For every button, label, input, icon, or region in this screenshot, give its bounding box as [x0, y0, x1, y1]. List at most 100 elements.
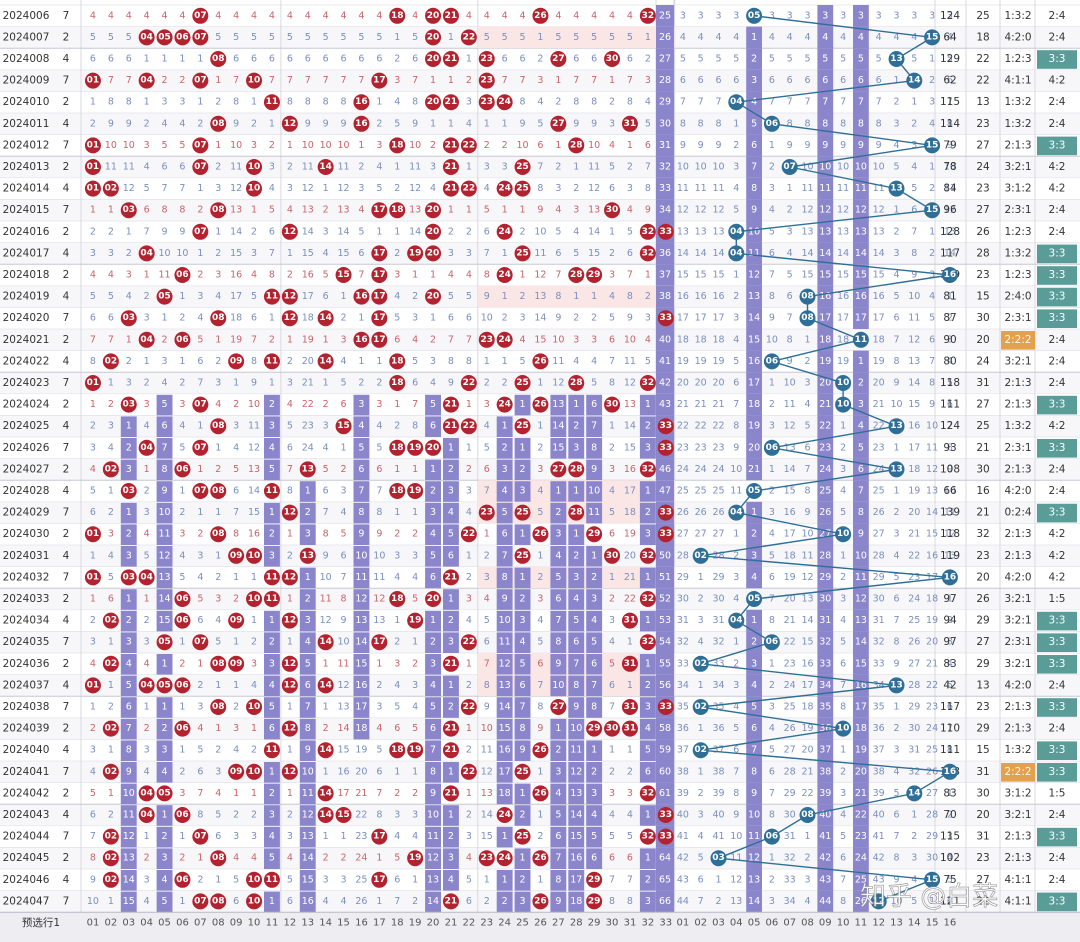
- red-ball-label: 32: [642, 11, 655, 21]
- issue-number: 2024020: [3, 312, 50, 324]
- omission-value: 5: [555, 32, 561, 43]
- red-ball-label: 03: [122, 486, 135, 496]
- blue-omission-value: 24: [873, 464, 885, 475]
- span-value: 27: [976, 636, 989, 648]
- blue-omission-value: 40: [712, 810, 724, 821]
- blue-omission-value: 35: [677, 702, 689, 713]
- odd-even-value: 1:3:2: [1004, 10, 1031, 22]
- blue-omission-value: 34: [873, 680, 885, 691]
- blue-omission-value: 4: [733, 334, 739, 345]
- blue-omission-bar: [853, 48, 869, 70]
- blue-index-bar: [656, 69, 674, 92]
- blue-omission-value: 5: [947, 680, 953, 691]
- red-ball-label: 31: [624, 724, 637, 734]
- omission-bar: [550, 783, 567, 805]
- red-ball-label: 09: [230, 659, 243, 669]
- omission-value: 1: [251, 723, 257, 734]
- blue-index-value: 25: [659, 10, 671, 21]
- omission-value: 7: [645, 162, 651, 173]
- omission-value: 1: [305, 486, 311, 497]
- omission-bar: [299, 524, 316, 545]
- omission-bar: [156, 416, 173, 437]
- omission-bar: [353, 589, 370, 610]
- odd-even-value: 3:2:1: [1004, 355, 1031, 367]
- blue-omission-value: 23: [695, 442, 707, 453]
- omission-value: 3: [144, 140, 150, 151]
- blue-omission-value: 1: [733, 118, 739, 129]
- blue-omission-value: 17: [873, 313, 885, 324]
- omission-value: 3: [126, 270, 132, 281]
- omission-value: 11: [302, 162, 314, 173]
- omission-value: 4: [430, 378, 436, 389]
- ratio-value: 2:4: [1049, 226, 1066, 238]
- omission-value: 1: [520, 853, 526, 864]
- red-ball-label: 17: [373, 292, 386, 302]
- red-ball-label: 04: [140, 572, 153, 582]
- omission-value: 1: [179, 896, 185, 907]
- red-ball-label: 08: [212, 529, 225, 539]
- blue-omission-value: 7: [822, 97, 828, 108]
- red-ball: [389, 353, 406, 370]
- blue-omission-value: 5: [733, 723, 739, 734]
- blue-omission-value: 28: [784, 766, 796, 777]
- omission-value: 1: [144, 54, 150, 65]
- blue-omission-value: 29: [712, 572, 724, 583]
- odd-even-value: 1:2:3: [1004, 53, 1031, 65]
- red-ball-label: 19: [409, 616, 422, 626]
- red-ball: [496, 331, 513, 348]
- omission-value: 6: [376, 54, 382, 65]
- red-ball-label: 04: [140, 335, 153, 345]
- omission-value: 5: [108, 32, 114, 43]
- omission-bar: [353, 718, 370, 740]
- omission-value: 22: [355, 810, 367, 821]
- omission-bar: [443, 524, 459, 545]
- red-ball-label: 08: [212, 659, 225, 669]
- blue-omission-value: 5: [733, 54, 739, 65]
- ratio-badge: [1037, 633, 1077, 652]
- omission-value: 5: [627, 831, 633, 842]
- ratio-badge: [1037, 698, 1077, 717]
- omission-bar: [425, 632, 441, 653]
- red-ball-label: 17: [373, 832, 386, 842]
- omission-value: 3: [179, 788, 185, 799]
- blue-ball-label: 08: [801, 292, 814, 302]
- omission-value: 2: [448, 226, 454, 237]
- omission-value: 3: [126, 550, 132, 561]
- ratio-value: 2:4: [1049, 31, 1066, 43]
- omission-value: 7: [412, 75, 418, 86]
- omission-value: 2: [233, 810, 239, 821]
- omission-value: 5: [645, 356, 651, 367]
- red-ball: [371, 245, 388, 262]
- blue-omission-value: 30: [819, 594, 831, 605]
- omission-value: 1: [162, 810, 168, 821]
- blue-axis-tick: 11: [855, 918, 868, 929]
- omission-value: 2: [269, 399, 275, 410]
- omission-value: 6: [162, 421, 168, 432]
- omission-bar: [120, 848, 137, 869]
- blue-omission-bar: [853, 847, 869, 869]
- issue-number: 2024006: [3, 10, 50, 22]
- omission-value: 4: [197, 313, 203, 324]
- red-ball: [84, 72, 101, 89]
- omission-bar: [550, 718, 567, 740]
- blue-omission-value: 11: [944, 183, 956, 194]
- omission-value: 3: [126, 637, 132, 648]
- blue-index-bar: [656, 5, 674, 27]
- blue-omission-bar: [817, 350, 834, 373]
- omission-value: 7: [627, 270, 633, 281]
- omission-value: 2: [555, 745, 561, 756]
- omission-value: 4: [108, 10, 114, 21]
- blue-omission-value: 4: [751, 97, 757, 108]
- omission-value: 8: [233, 529, 239, 540]
- blue-index-bar: [656, 285, 674, 308]
- sum-value: 139: [940, 507, 960, 519]
- omission-value: 3: [144, 874, 150, 885]
- blue-omission-value: 10: [873, 162, 885, 173]
- blue-omission-value: 2: [929, 248, 935, 259]
- blue-index-value: 27: [659, 54, 671, 65]
- omission-bar: [550, 438, 567, 459]
- red-ball-label: 12: [284, 659, 297, 669]
- omission-value: 13: [338, 702, 350, 713]
- blue-index-value: 31: [659, 140, 671, 151]
- omission-value: 4: [645, 723, 651, 734]
